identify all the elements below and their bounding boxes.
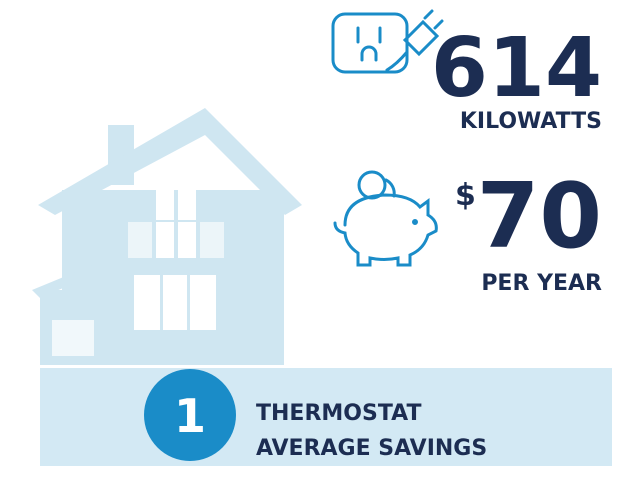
stat-value: 614 — [431, 21, 602, 116]
piggy-icon — [333, 170, 438, 267]
stat-unit: PER YEAR — [481, 271, 602, 296]
caption-line: AVERAGE SAVINGS — [256, 436, 487, 461]
outlet-icon — [331, 9, 444, 74]
stat-unit: KILOWATTS — [460, 109, 602, 134]
caption-band — [40, 368, 612, 466]
stat-value: 70 — [477, 164, 602, 269]
caption-line: THERMOSTAT — [256, 401, 421, 426]
stat-currency: $ — [455, 178, 476, 213]
badge-circle — [144, 369, 236, 461]
badge-number: 1 — [174, 389, 206, 443]
house-windows — [52, 186, 224, 356]
